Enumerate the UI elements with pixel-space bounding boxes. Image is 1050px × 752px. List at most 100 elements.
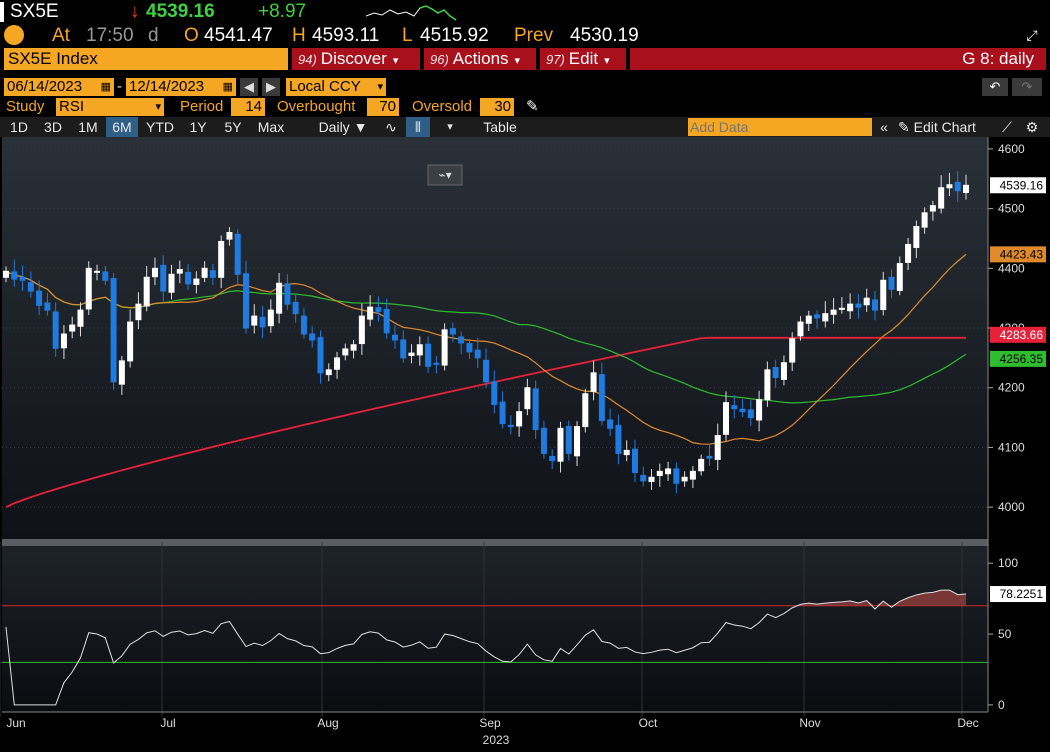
candle-body bbox=[714, 435, 721, 460]
candle-body bbox=[723, 402, 729, 435]
next-range-button[interactable]: ▶ bbox=[262, 78, 280, 96]
candle-body bbox=[590, 372, 597, 392]
quote-strip: SX5E ↓ 4539.16 +8.97 bbox=[0, 0, 1050, 24]
edit-menu[interactable]: 97) Edit ▾ bbox=[540, 48, 626, 70]
candle-body bbox=[118, 360, 125, 385]
period-tab-3d[interactable]: 3D bbox=[44, 119, 62, 135]
ohlc-strip: At 17:50 d O 4541.47 H 4593.11 L 4515.92… bbox=[0, 24, 1050, 46]
candle-body bbox=[855, 303, 862, 308]
rsi-tick-label: 50 bbox=[998, 627, 1012, 641]
x-tick-label: Jul bbox=[160, 716, 175, 730]
calendar-icon[interactable]: ▦ bbox=[222, 81, 233, 93]
ticker[interactable]: SX5E bbox=[10, 1, 59, 22]
low-value: 4515.92 bbox=[420, 25, 489, 46]
candle-body bbox=[160, 264, 167, 292]
add-data-input[interactable] bbox=[688, 118, 872, 136]
ma-short-label-bg bbox=[990, 246, 1046, 263]
rsi-tick-label: 0 bbox=[998, 698, 1005, 712]
candle-body bbox=[516, 411, 523, 427]
candle-body bbox=[648, 476, 655, 482]
period-tab-6m[interactable]: 6M bbox=[106, 117, 138, 137]
ma-mid-label-bg bbox=[990, 350, 1046, 367]
end-date-field[interactable]: 12/14/2023 ▦ bbox=[126, 78, 236, 96]
candle-body bbox=[805, 315, 812, 324]
last-value-labels: 4539.16 4423.43 4283.66 4256.35 78.2251 bbox=[990, 177, 1046, 603]
edit-chart-button[interactable]: ✎ Edit Chart bbox=[898, 117, 994, 137]
chevron-down-icon[interactable]: ▾ bbox=[447, 121, 453, 133]
candle-body bbox=[607, 419, 614, 429]
candle-body bbox=[524, 387, 531, 410]
actions-label: Actions bbox=[452, 49, 509, 68]
panel-splitter[interactable] bbox=[2, 539, 988, 546]
sparkline-icon bbox=[365, 4, 458, 25]
candle-body bbox=[135, 303, 142, 321]
y-tick-label: 4100 bbox=[998, 440, 1025, 454]
settings-icon[interactable]: ⚙ bbox=[1025, 119, 1039, 135]
redo-button[interactable]: ↷ bbox=[1012, 78, 1042, 96]
calendar-icon[interactable]: ▦ bbox=[100, 81, 111, 93]
period-field[interactable]: 14 bbox=[231, 98, 265, 116]
edit-label: Edit bbox=[568, 49, 599, 68]
candle-body bbox=[905, 243, 912, 263]
candle-body bbox=[11, 271, 18, 280]
candle-body bbox=[756, 399, 763, 421]
candle-chart-icon[interactable]: ⫴ bbox=[406, 117, 430, 137]
chart-type-icon[interactable] bbox=[427, 164, 463, 186]
candle-body bbox=[317, 337, 324, 374]
pencil-icon[interactable]: ✎ bbox=[526, 98, 539, 115]
gridlines bbox=[0, 148, 988, 717]
table-button[interactable]: Table bbox=[483, 119, 517, 135]
collapse-icon[interactable]: « bbox=[880, 119, 888, 135]
oversold-field[interactable]: 30 bbox=[480, 98, 514, 116]
candle-body bbox=[772, 366, 779, 379]
candle-body bbox=[483, 359, 489, 383]
open-label: O bbox=[184, 25, 199, 46]
frequency-select[interactable]: Daily ▼ bbox=[318, 119, 368, 135]
draw-icon[interactable]: ⟋ bbox=[1002, 119, 1012, 135]
security-field[interactable]: SX5E Index bbox=[4, 48, 288, 70]
x-year-label: 2023 bbox=[483, 733, 510, 747]
actions-menu[interactable]: 96) Actions ▾ bbox=[424, 48, 536, 70]
candle-body bbox=[358, 315, 365, 345]
candle-body bbox=[292, 301, 299, 315]
period-tab-1d[interactable]: 1D bbox=[10, 119, 28, 135]
candle-body bbox=[400, 339, 407, 359]
candle-body bbox=[69, 324, 76, 332]
discover-menu[interactable]: 94) Discover ▾ bbox=[292, 48, 420, 70]
overbought-field[interactable]: 70 bbox=[367, 98, 399, 116]
study-select[interactable]: RSI ▾ bbox=[56, 98, 164, 116]
page-id: G 8: daily bbox=[630, 48, 1046, 70]
candle-body bbox=[574, 426, 581, 457]
candle-body bbox=[44, 302, 51, 311]
line-chart-icon[interactable]: ∿ bbox=[385, 119, 397, 135]
candle-body bbox=[441, 329, 448, 366]
oversold-label: Oversold bbox=[412, 98, 473, 115]
ma-short-line bbox=[5, 253, 967, 445]
study-bar: Study RSI ▾ Period 14 Overbought 70 Overs… bbox=[0, 97, 1050, 117]
date-range-bar: 06/14/2023 ▦ - 12/14/2023 ▦ ◀ ▶ Local CCY ▾… bbox=[0, 77, 1050, 97]
candle-body bbox=[243, 273, 249, 329]
period-tab-1y[interactable]: 1Y bbox=[189, 119, 207, 135]
candle-body bbox=[276, 282, 283, 314]
period-tab-max[interactable]: Max bbox=[257, 119, 285, 135]
start-date-field[interactable]: 06/14/2023 ▦ bbox=[4, 78, 114, 96]
period-tab-1m[interactable]: 1M bbox=[78, 119, 98, 135]
candle-body bbox=[19, 276, 26, 281]
x-tick-label: Jun bbox=[6, 716, 25, 730]
period-label: Period bbox=[180, 98, 224, 115]
currency-select[interactable]: Local CCY ▾ bbox=[286, 78, 386, 96]
undo-button[interactable]: ↶ bbox=[982, 78, 1008, 96]
period-toolbar: 1D 3D 1M 6M YTD 1Y 5Y Max Daily ▼ ∿ ⫴ ▾ Table «… bbox=[0, 117, 1050, 137]
candle-body bbox=[367, 306, 374, 320]
candle-body bbox=[913, 226, 920, 248]
candle-body bbox=[234, 233, 241, 275]
down-arrow-icon: ↓ bbox=[130, 1, 140, 22]
y-tick-label: 4400 bbox=[998, 261, 1025, 275]
prev-range-button[interactable]: ◀ bbox=[240, 78, 258, 96]
rsi-last-label: 78.2251 bbox=[1000, 587, 1044, 601]
period-tab-ytd[interactable]: YTD bbox=[146, 119, 174, 135]
period-tab-5y[interactable]: 5Y bbox=[224, 119, 242, 135]
popout-icon[interactable]: ⤢ bbox=[1026, 27, 1038, 43]
candle-body bbox=[640, 475, 647, 482]
prev-label: Prev bbox=[514, 25, 554, 46]
